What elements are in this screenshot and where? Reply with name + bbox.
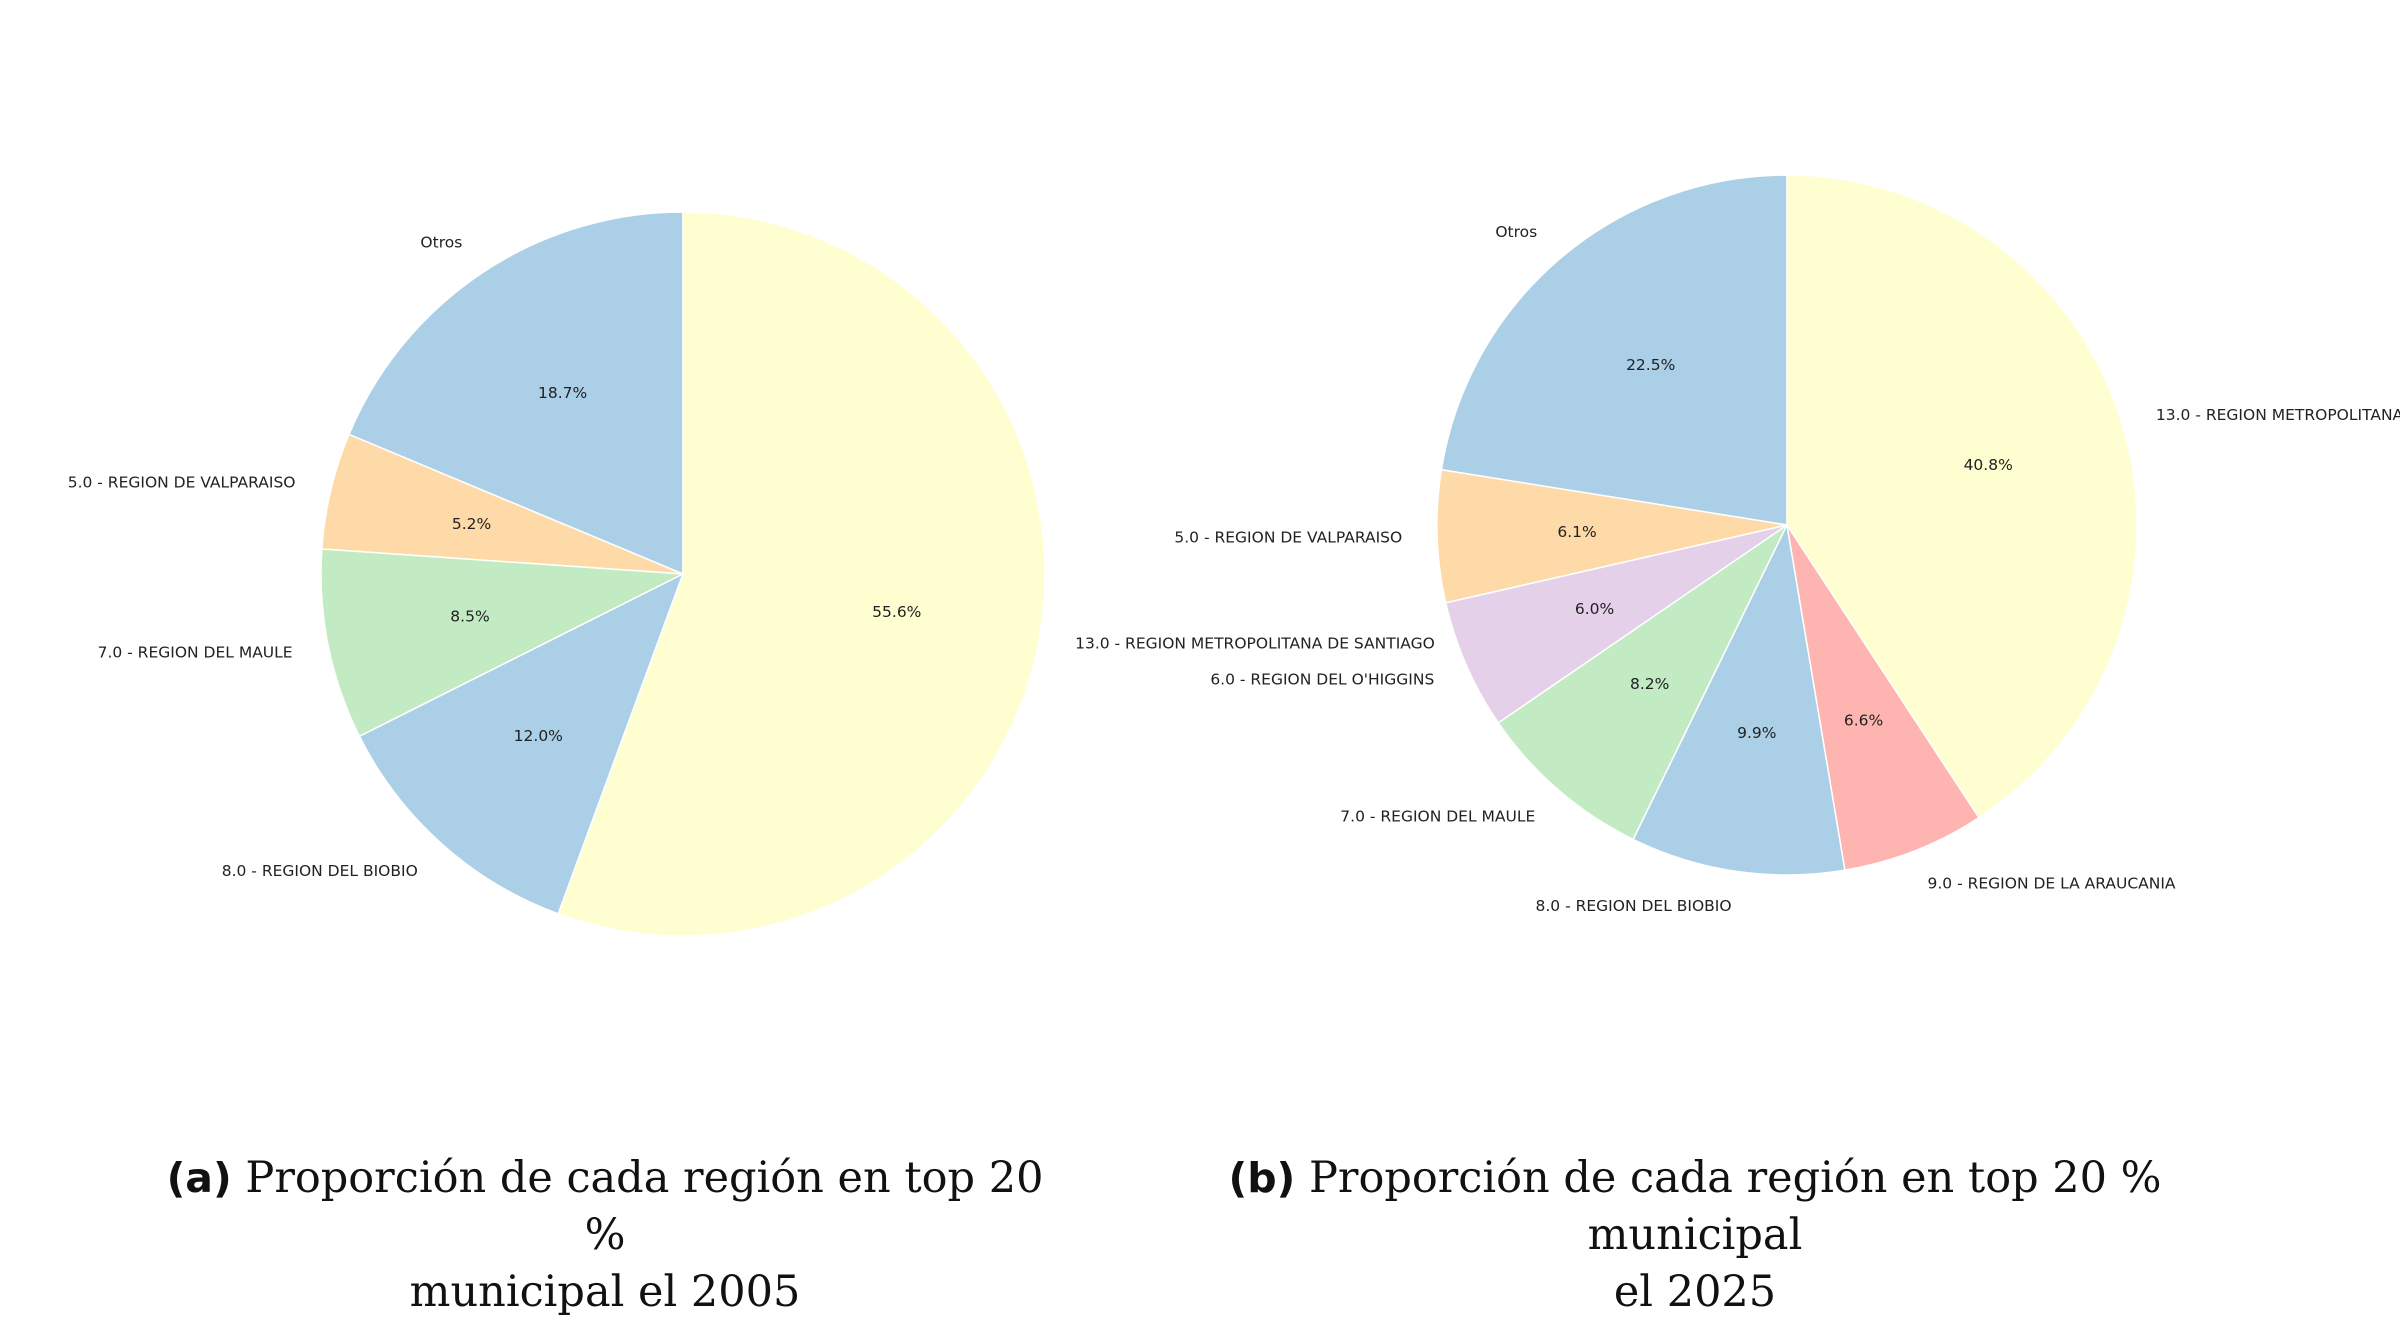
pie-pct-label-2005-7-0-region-del-maule: 8.5%	[450, 608, 489, 626]
pie-category-label-2025-otros: Otros	[1495, 223, 1537, 241]
pie-category-label-2025-9-0-region-de-la-araucania: 9.0 - REGION DE LA ARAUCANIA	[1928, 875, 2176, 893]
pie-chart-2025: 22.5% Otros 6.1% 5.0 - REGION DE VALPARAISO…	[1174, 174, 2400, 915]
pie-pct-label-2025-9-0-region-de-la-araucania: 6.6%	[1844, 712, 1883, 730]
caption-b-tag: (b)	[1228, 1154, 1296, 1202]
pie-category-label-2025-6-0-region-del-o-higgins: 6.0 - REGION DEL O'HIGGINS	[1210, 670, 1434, 688]
pie-slice-2025-7-0-region-del-maule	[1497, 522, 1789, 841]
pie-pct-label-2025-13-0-region-metropolitana-de-santiago: 40.8%	[1964, 456, 2013, 474]
pie-category-label-2005-13-0-region-metropolitana-de-santiago: 13.0 - REGION METROPOLITANA DE SANTIAGO	[1075, 635, 1435, 653]
pie-pct-label-2025-8-0-region-del-biobio: 9.9%	[1737, 724, 1776, 742]
caption-b: (b) Proporción de cada región en top 20 …	[1135, 1150, 2255, 1321]
pie-slice-2005-otros	[348, 211, 684, 576]
caption-b-line1: Proporción de cada región en top 20 % mu…	[1308, 1153, 2162, 1260]
pie-slice-2005-8-0-region-del-biobio	[358, 572, 685, 915]
caption-a-tag: (a)	[166, 1154, 232, 1202]
pie-category-label-2005-7-0-region-del-maule: 7.0 - REGION DEL MAULE	[98, 643, 293, 661]
pie-category-label-2005-5-0-region-de-valparaiso: 5.0 - REGION DE VALPARAISO	[68, 473, 296, 491]
pie-category-label-2005-otros: Otros	[420, 234, 462, 252]
pie-category-label-2005-8-0-region-del-biobio: 8.0 - REGION DEL BIOBIO	[222, 862, 418, 880]
pie-slice-2025-8-0-region-del-biobio	[1632, 522, 1846, 876]
caption-a: (a) Proporción de cada región en top 20 …	[160, 1150, 1050, 1321]
pie-slice-2005-7-0-region-del-maule	[320, 548, 686, 738]
pie-category-label-2025-5-0-region-de-valparaiso: 5.0 - REGION DE VALPARAISO	[1174, 529, 1402, 547]
pie-slice-2025-6-0-region-del-o-higgins	[1444, 524, 1788, 724]
pie-pct-label-2025-6-0-region-del-o-higgins: 6.0%	[1575, 600, 1614, 618]
pie-slice-2025-9-0-region-de-la-araucania	[1786, 524, 1981, 872]
pie-pct-label-2005-8-0-region-del-biobio: 12.0%	[514, 727, 563, 745]
pie-pct-label-2025-otros: 22.5%	[1626, 356, 1675, 374]
caption-a-line1: Proporción de cada región en top 20 %	[245, 1153, 1044, 1260]
pie-slice-2005-13-0-region-metropolitana-de-santiago	[557, 211, 1046, 937]
pie-pct-label-2025-7-0-region-del-maule: 8.2%	[1630, 675, 1669, 693]
caption-a-line2: municipal el 2005	[409, 1267, 801, 1317]
pie-pct-label-2005-13-0-region-metropolitana-de-santiago: 55.6%	[872, 603, 921, 621]
pie-category-label-2025-13-0-region-metropolitana-de-santiago: 13.0 - REGION METROPOLITANA DE SANTIAGO	[2156, 406, 2400, 424]
pie-slice-2025-5-0-region-de-valparaiso	[1436, 468, 1788, 604]
pie-category-label-2025-7-0-region-del-maule: 7.0 - REGION DEL MAULE	[1340, 807, 1535, 825]
pie-slice-2025-otros	[1440, 174, 1788, 526]
pie-pct-label-2005-5-0-region-de-valparaiso: 5.2%	[452, 515, 491, 533]
caption-b-line2: el 2025	[1613, 1267, 1777, 1317]
pie-slice-2025-13-0-region-metropolitana-de-santiago	[1786, 174, 2138, 819]
pie-category-label-2025-8-0-region-del-biobio: 8.0 - REGION DEL BIOBIO	[1536, 897, 1732, 915]
pie-chart-2005: 18.7% Otros 5.2% 5.0 - REGION DE VALPARAISO…	[68, 211, 1435, 937]
pie-pct-label-2025-5-0-region-de-valparaiso: 6.1%	[1557, 523, 1596, 541]
pie-pct-label-2005-otros: 18.7%	[538, 384, 587, 402]
